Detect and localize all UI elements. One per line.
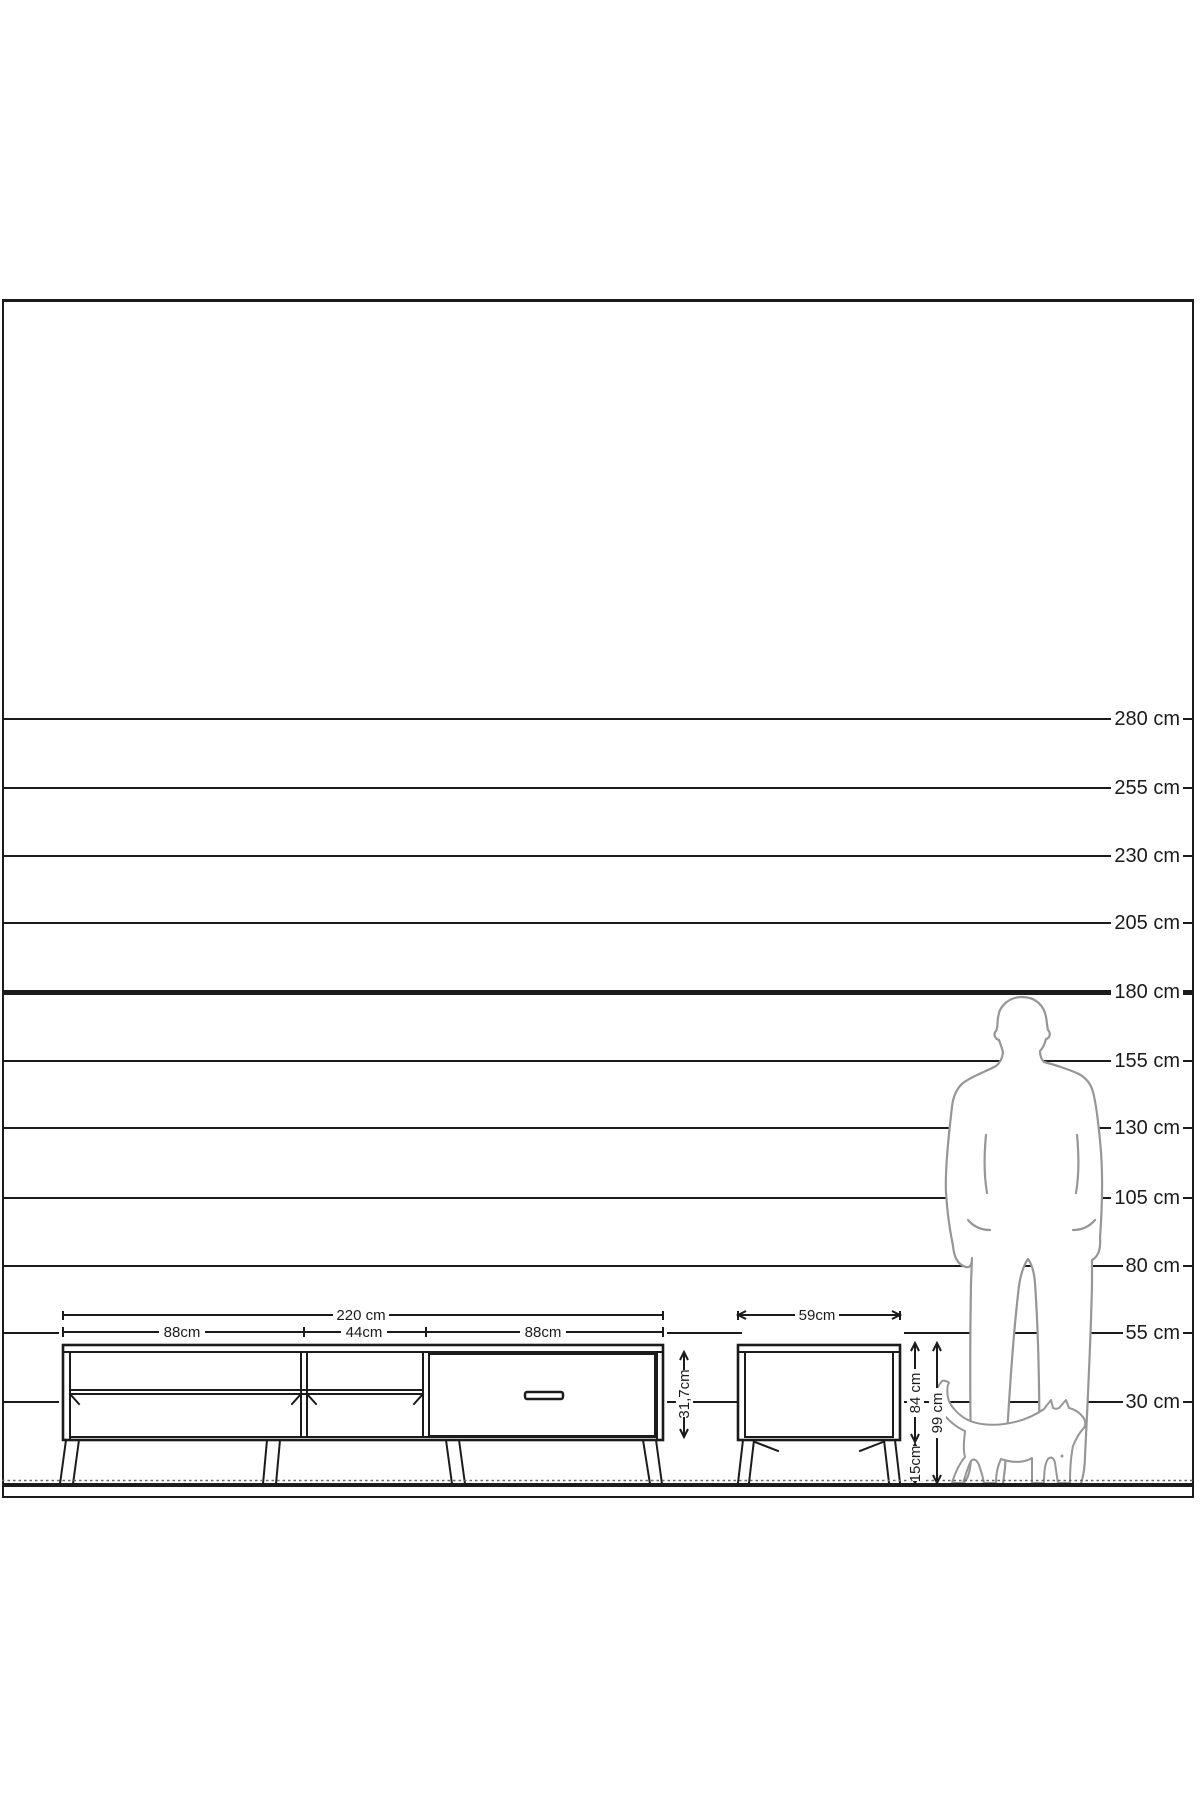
ruler-label: 230 cm	[1114, 845, 1180, 867]
ruler-label: 180 cm	[1114, 981, 1180, 1003]
tv-stand-brace-4	[412, 1392, 425, 1406]
tv-stand-brace-1	[68, 1392, 81, 1406]
person-outline	[944, 995, 1104, 1486]
table-total-height-label: 99 cm	[929, 1393, 946, 1434]
tv-stand-brace-2	[290, 1392, 303, 1406]
ruler-label: 155 cm	[1114, 1050, 1180, 1072]
side-table	[736, 1343, 902, 1485]
cat-outline	[934, 1379, 1087, 1484]
ruler-line	[4, 922, 1112, 924]
dimension-table-width	[735, 1310, 903, 1320]
ruler-end-tick	[1183, 1265, 1192, 1267]
dimension-table-body-height	[910, 1340, 920, 1445]
ruler-end-tick	[1183, 855, 1192, 857]
scale-line-180cm: 180 cm	[4, 982, 1192, 1002]
tv-stand-drawer-front	[428, 1353, 656, 1437]
tv-section-left-label: 88cm	[164, 1324, 201, 1341]
ruler-label: 280 cm	[1114, 708, 1180, 730]
side-table-legs	[736, 1438, 902, 1485]
ruler-line	[4, 855, 1112, 857]
ruler-line	[4, 787, 1112, 789]
dimension-drawer-height	[679, 1349, 689, 1440]
ruler-label: 55 cm	[1125, 1322, 1180, 1344]
tv-section-right-label: 88cm	[525, 1324, 562, 1341]
dimension-label-backgrounds	[159, 1307, 946, 1481]
ruler-line	[4, 989, 1112, 995]
ruler-end-tick	[1183, 922, 1192, 924]
tv-section-middle-label: 44cm	[346, 1324, 383, 1341]
scale-line-105cm: 105 cm	[4, 1188, 1192, 1208]
ruler-end-tick	[1183, 1332, 1192, 1334]
person-pocket-left	[966, 1218, 992, 1232]
scale-line-155cm: 155 cm	[4, 1051, 1192, 1071]
scale-line-205cm: 205 cm	[4, 913, 1192, 933]
ruler-line	[4, 1197, 1112, 1199]
side-table-body	[736, 1343, 902, 1442]
tv-stand	[58, 1343, 665, 1486]
ruler-label: 105 cm	[1114, 1187, 1180, 1209]
ruler-label: 130 cm	[1114, 1117, 1180, 1139]
person-sleeve-seam-left	[983, 1133, 989, 1195]
ruler-end-tick	[1183, 718, 1192, 720]
scale-line-80cm: 80 cm	[4, 1256, 1192, 1276]
ruler-end-tick	[1183, 989, 1192, 995]
person-sleeve-seam-right	[1074, 1133, 1080, 1195]
cat-silhouette	[934, 1379, 1087, 1484]
scale-line-230cm: 230 cm	[4, 846, 1192, 866]
tv-total-width-label: 220 cm	[336, 1307, 385, 1324]
drawer-height-label: 31,7cm	[676, 1369, 693, 1418]
ruler-end-tick	[1183, 1401, 1192, 1403]
ruler-label: 30 cm	[1125, 1391, 1180, 1413]
table-body-height-label: 84 cm	[907, 1373, 924, 1414]
tv-stand-drawer-handle	[523, 1390, 565, 1401]
ruler-label: 205 cm	[1114, 912, 1180, 934]
dimension-tv-total-width	[62, 1311, 664, 1320]
ruler-end-tick	[1183, 787, 1192, 789]
scale-line-255cm: 255 cm	[4, 778, 1192, 798]
cat-dot	[1060, 1454, 1064, 1458]
ruler-line	[4, 1127, 1112, 1129]
ruler-line	[4, 1060, 1112, 1062]
tv-stand-body	[61, 1343, 665, 1442]
person-pocket-right	[1071, 1218, 1097, 1232]
ruler-label: 255 cm	[1114, 777, 1180, 799]
ruler-line	[4, 718, 1112, 720]
dimension-table-total-height	[932, 1340, 942, 1486]
table-width-label: 59cm	[799, 1307, 836, 1324]
tv-stand-brace-3	[305, 1392, 318, 1406]
person-silhouette	[944, 995, 1104, 1486]
ruler-end-tick	[1183, 1127, 1192, 1129]
ruler-line	[4, 1265, 1123, 1267]
scale-line-130cm: 130 cm	[4, 1118, 1192, 1138]
ruler-end-tick	[1183, 1197, 1192, 1199]
table-leg-height-label: 15cm	[907, 1446, 924, 1483]
dimension-tv-sections	[62, 1327, 664, 1337]
ruler-end-tick	[1183, 1060, 1192, 1062]
tv-stand-legs	[58, 1438, 664, 1486]
dimension-labels: 220 cm 88cm 44cm 88cm 59cm 31,7cm 84 cm …	[164, 1307, 946, 1482]
scale-line-280cm: 280 cm	[4, 709, 1192, 729]
ruler-label: 80 cm	[1125, 1255, 1180, 1277]
